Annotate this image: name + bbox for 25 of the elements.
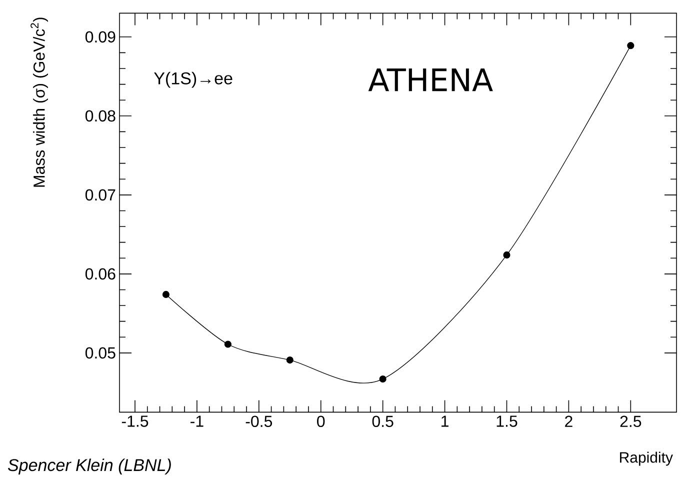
annotation: Υ(1S)→ee <box>154 72 232 88</box>
x-tick-label: 2 <box>565 416 572 427</box>
y-tick-label: 0.09 <box>85 31 116 43</box>
x-axis-title: Rapidity <box>620 452 673 466</box>
annotation: ATHENA <box>368 68 493 92</box>
text: Spencer Klein (LBNL) <box>8 458 171 474</box>
point <box>162 290 170 298</box>
point <box>503 251 510 259</box>
y-axis-title: Mass width (σ) (GeV/c$^{2}$) <box>30 18 48 187</box>
y-tick-label: 0.06 <box>85 268 116 280</box>
point <box>224 340 232 348</box>
x-tick-label: -0.5 <box>246 416 272 428</box>
x-tick-label: 2.5 <box>620 416 642 428</box>
y-tick-label: 0.05 <box>85 347 116 359</box>
x-tick-label: -1.5 <box>122 416 148 427</box>
point <box>379 375 386 383</box>
y-tick-label: 0.07 <box>85 189 116 201</box>
point <box>286 356 294 364</box>
x-tick-label: 1 <box>442 416 448 427</box>
x-tick-label: 0 <box>317 416 325 428</box>
x-tick-label: 1.5 <box>496 416 518 427</box>
x-tick-label: 0.5 <box>372 416 394 428</box>
point <box>627 42 634 50</box>
x-tick-label: -1 <box>190 416 204 427</box>
y-tick-label: 0.08 <box>85 110 116 122</box>
